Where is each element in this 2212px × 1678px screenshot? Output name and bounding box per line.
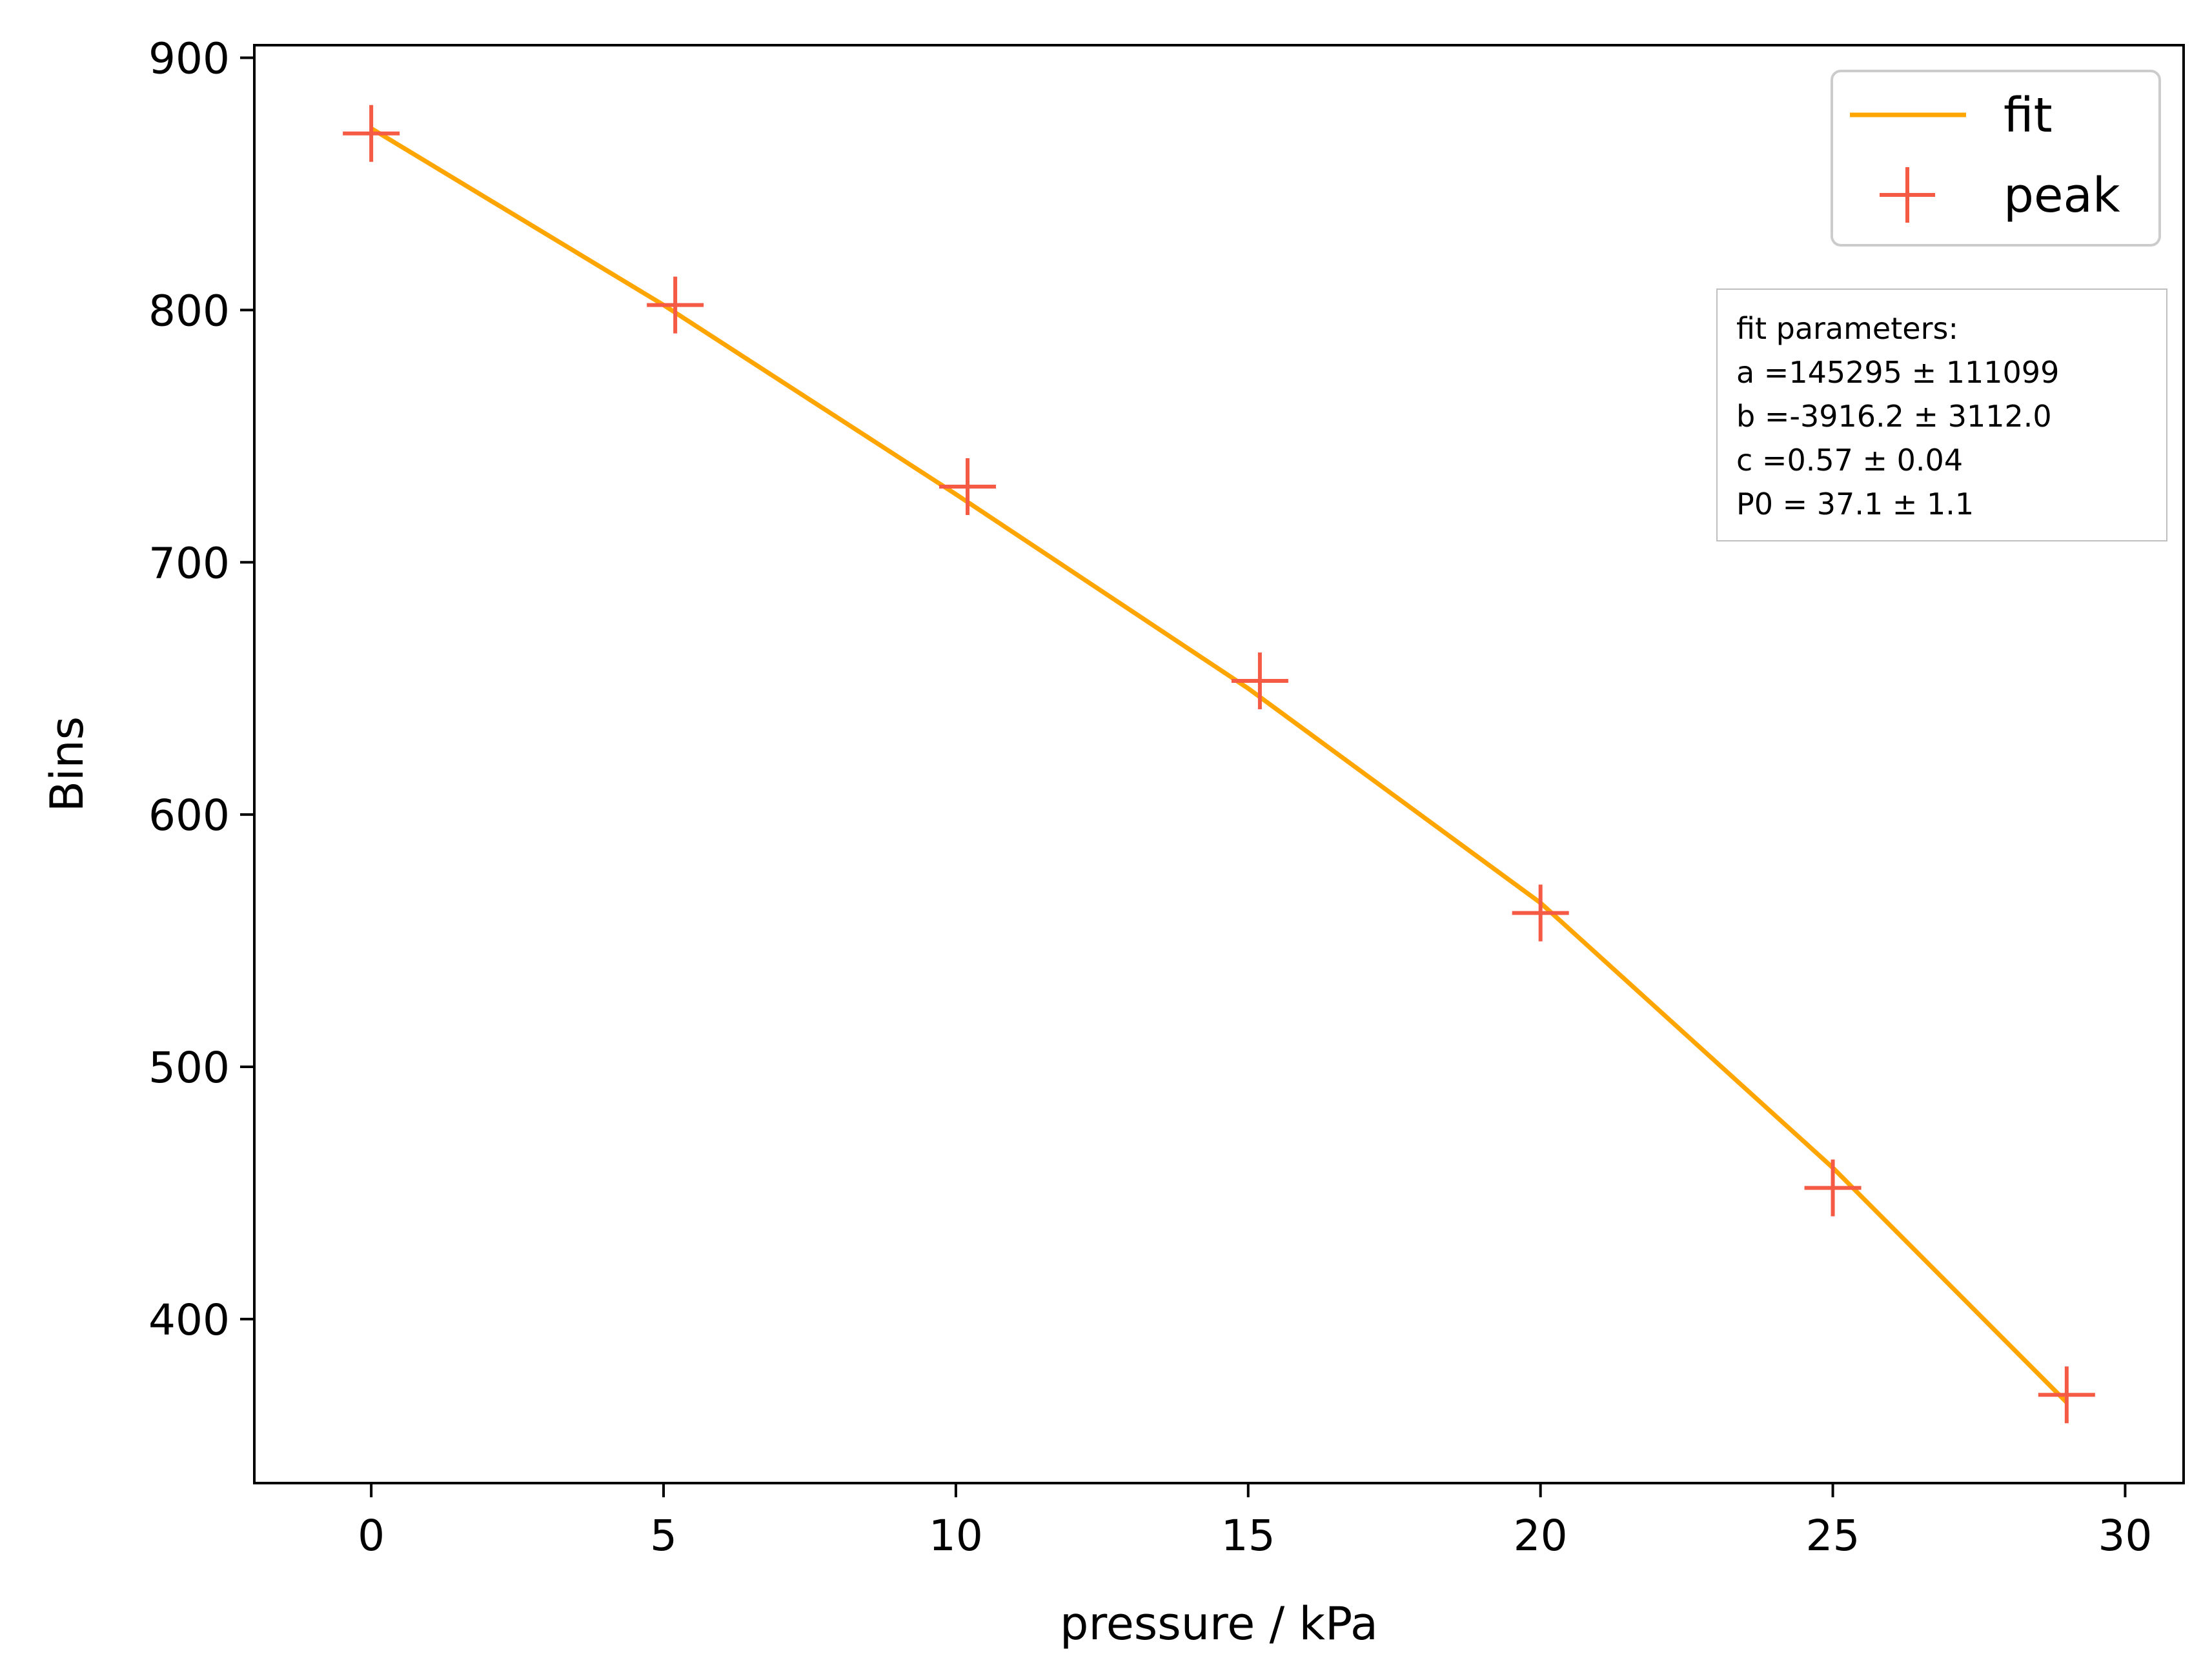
peak-marker [343, 105, 400, 162]
x-tick-label: 30 [2098, 1511, 2152, 1561]
fit-parameters-line: P0 = 37.1 ± 1.1 [1736, 487, 1974, 521]
peak-marker [1512, 884, 1569, 942]
y-tick-label: 700 [148, 538, 230, 588]
legend-peak-label: peak [2004, 168, 2120, 223]
x-tick-label: 25 [1806, 1511, 1860, 1561]
fit-parameters-line: a =145295 ± 111099 [1736, 355, 2059, 390]
y-tick-label: 800 [148, 286, 230, 336]
peak-marker [647, 276, 704, 334]
x-axis-label: pressure / kPa [1060, 1597, 1378, 1650]
y-tick-label: 500 [148, 1043, 230, 1093]
y-tick-label: 400 [148, 1295, 230, 1345]
fit-parameters-line: c =0.57 ± 0.04 [1736, 443, 1963, 478]
legend: fit peak [1831, 70, 2161, 247]
y-axis-label: Bins [41, 716, 94, 812]
y-tick-label: 900 [148, 34, 230, 84]
peak-marker [2038, 1366, 2095, 1424]
axes-frame [253, 44, 2185, 1484]
x-tick-label: 15 [1221, 1511, 1275, 1561]
fit-parameters-box: fit parameters: a =145295 ± 111099 b =-391… [1716, 288, 2167, 541]
x-tick-label: 0 [358, 1511, 385, 1561]
peak-marker [1804, 1159, 1862, 1217]
legend-fit-label: fit [2004, 88, 2053, 143]
fit-parameters-frame [1716, 288, 2167, 541]
y-tick-label: 600 [148, 791, 230, 840]
peak-marker [939, 458, 997, 516]
fit-parameters-line: b =-3916.2 ± 3112.0 [1736, 399, 2052, 434]
fit-parameters-line: fit parameters: [1736, 311, 1958, 346]
plot-layer [343, 105, 2095, 1424]
x-tick-label: 10 [929, 1511, 983, 1561]
x-tick-label: 5 [650, 1511, 677, 1561]
ticks-layer: 0 5 10 15 20 25 30 400 500 600 700 800 900 [148, 34, 2152, 1561]
peak-marker [1231, 652, 1288, 710]
x-tick-label: 20 [1514, 1511, 1568, 1561]
